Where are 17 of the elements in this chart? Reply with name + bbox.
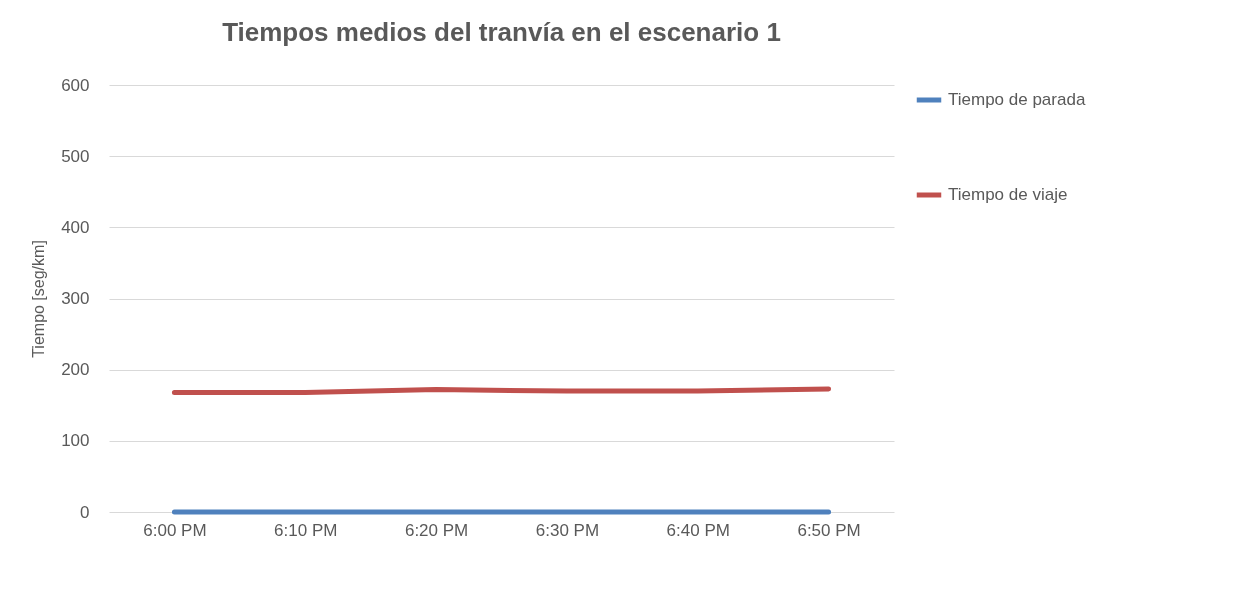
x-tick-label: 6:20 PM: [404, 520, 469, 540]
y-tick-label: 500: [61, 146, 90, 166]
x-tick-label: 6:50 PM: [797, 520, 861, 540]
legend-label: Tiempo de parada: [948, 90, 1086, 109]
y-tick-label: 100: [61, 431, 90, 451]
x-tick-label: 6:30 PM: [535, 520, 600, 540]
y-tick-label: 200: [61, 360, 90, 380]
y-axis-title: Tiempo [seg/km]: [30, 240, 48, 358]
y-tick-label: 300: [61, 289, 90, 308]
y-tick-label: 600: [61, 75, 90, 95]
x-tick-label: 6:00 PM: [143, 520, 207, 540]
x-tick-label: 6:40 PM: [666, 520, 730, 540]
y-tick-label: 0: [80, 502, 90, 522]
y-tick-label: 400: [61, 217, 90, 237]
x-tick-label: 6:10 PM: [274, 520, 338, 540]
chart-title: Tiempos medios del tranvía en el escenario 1: [222, 17, 781, 47]
legend-label: Tiempo de viaje: [948, 185, 1068, 204]
